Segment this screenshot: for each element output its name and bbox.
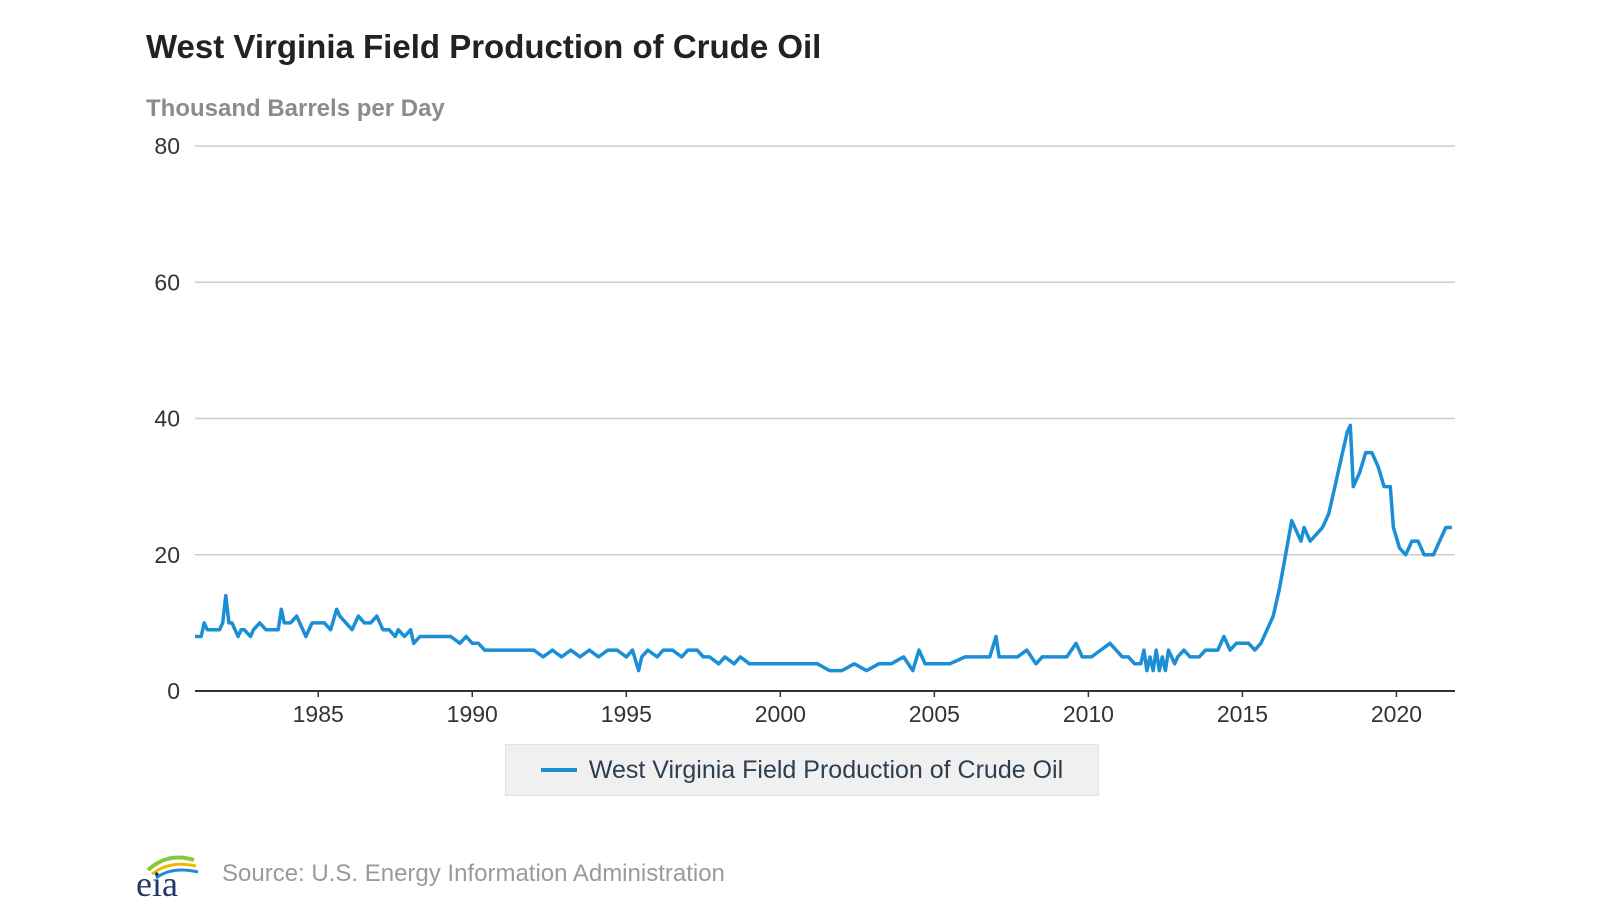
y-axis-ticks: 0 20 40 60 80 bbox=[154, 133, 180, 704]
x-tick-label: 2020 bbox=[1371, 701, 1422, 727]
series-line bbox=[195, 423, 1452, 673]
gridlines bbox=[195, 145, 1455, 692]
legend[interactable]: West Virginia Field Production of Crude … bbox=[505, 744, 1099, 796]
eia-logo-arc-green bbox=[146, 855, 195, 872]
x-tick-label: 2015 bbox=[1217, 701, 1268, 727]
y-tick-label: 20 bbox=[154, 542, 180, 568]
series-layer bbox=[195, 423, 1452, 673]
legend-swatch bbox=[540, 768, 577, 772]
eia-logo-arc-blue bbox=[155, 868, 199, 880]
x-axis-ticks: 1985 1990 1995 2000 2005 2010 2015 2020 bbox=[293, 691, 1422, 727]
x-tick-label: 2000 bbox=[755, 701, 806, 727]
x-tick-label: 1995 bbox=[601, 701, 652, 727]
x-tick-label: 2010 bbox=[1063, 701, 1114, 727]
x-tick-label: 2005 bbox=[909, 701, 960, 727]
x-tick-label: 1985 bbox=[293, 701, 344, 727]
eia-logo-arc-yellow bbox=[151, 862, 197, 876]
y-tick-label: 80 bbox=[154, 133, 180, 159]
source-text: Source: U.S. Energy Information Administ… bbox=[222, 860, 725, 887]
chart-subtitle: Thousand Barrels per Day bbox=[146, 95, 445, 122]
y-tick-label: 60 bbox=[154, 269, 180, 295]
footer: eia Source: U.S. Energy Information Admi… bbox=[134, 848, 725, 900]
chart-title: West Virginia Field Production of Crude … bbox=[146, 28, 822, 65]
y-tick-label: 40 bbox=[154, 406, 180, 432]
eia-logo-text: eia bbox=[136, 864, 178, 900]
eia-logo: eia bbox=[136, 855, 199, 900]
legend-label: West Virginia Field Production of Crude … bbox=[588, 755, 1064, 784]
y-tick-label: 0 bbox=[167, 678, 180, 704]
x-tick-label: 1990 bbox=[447, 701, 498, 727]
